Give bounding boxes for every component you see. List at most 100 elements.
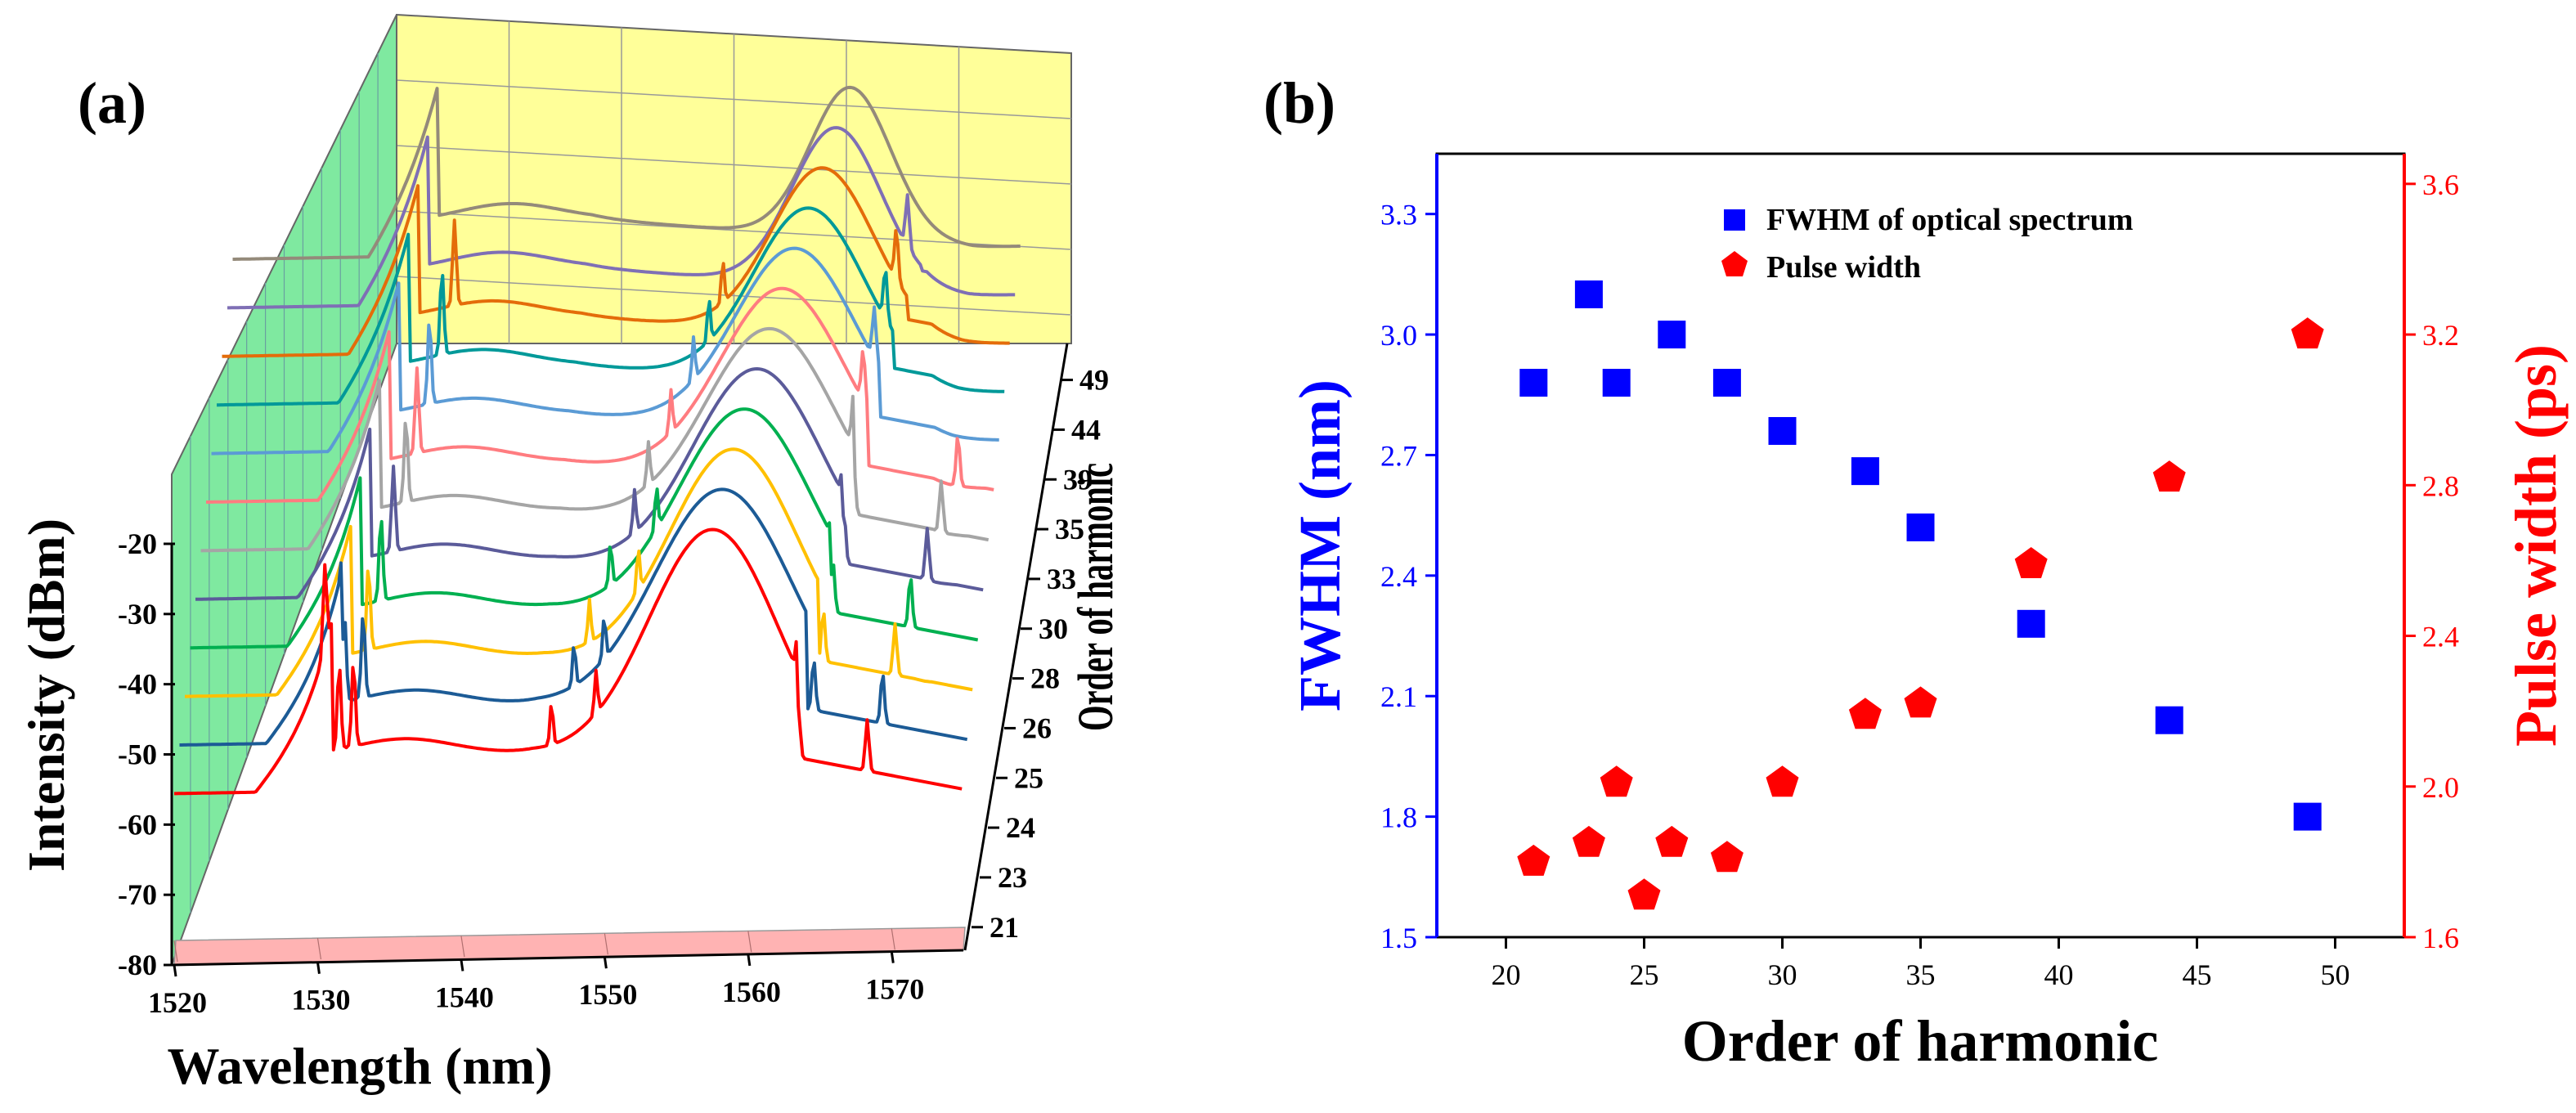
y-tick-label: -40 [118,668,157,701]
x-tick-label: 1520 [148,986,207,1019]
legend: FWHM of optical spectrum Pulse width [1721,203,2134,285]
right-y-tick-label: 2.8 [2422,469,2459,502]
pulse-width-point [2152,460,2186,492]
pulse-width-point [1904,686,1937,718]
pulse-width-point [1572,825,1605,857]
x-tick-label: 30 [1768,958,1797,991]
spectra-series-group [174,85,1021,796]
panel-label-a: (a) [78,70,146,136]
right-y-tick-label: 3.6 [2422,168,2459,201]
x-tick-mark [747,954,752,967]
left-y-tick-label: 1.8 [1380,801,1417,834]
y-tick-label: -50 [118,738,157,771]
z-tick-label: 35 [1055,513,1084,545]
left-y-tick-label: 2.7 [1380,439,1417,472]
pulse-width-point [1710,841,1744,873]
y-axis-title-intensity: Intensity (dBm) [17,518,75,872]
fwhm-point [1851,457,1879,486]
right-y-tick-label: 2.4 [2422,621,2459,653]
left-y-tick-label: 2.4 [1380,560,1417,593]
floor-grid-line [173,940,178,963]
back-grid-line [396,79,1072,119]
spectrum-line-39 [222,166,1010,358]
z-tick-label: 23 [998,861,1027,894]
pulse-width-point [1655,825,1689,857]
fwhm-point [1906,513,1935,541]
fwhm-point [1712,369,1741,397]
z-tick-label: 39 [1063,463,1093,496]
x-axis-title-order-of-harmonic: Order of harmonic [1682,1008,2159,1074]
z-tick-label: 44 [1071,413,1101,446]
x-tick-mark [316,962,321,974]
back-grid-line [396,145,1072,185]
z-axis-line [963,343,1069,951]
spectrum-line-21 [174,527,963,796]
spectrum-line-30 [206,286,994,504]
fwhm-point [2155,706,2183,734]
x-tick-label: 35 [1906,958,1936,991]
panel-b-points [1517,280,2324,910]
right-y-axis-title-pulse-width: Pulse width (ps) [2503,344,2569,747]
x-tick-mark [890,951,895,963]
panel-b-axes: 20 25 30 35 40 45 50 1.5 1.8 2.1 2.4 2.7 3.0 3.3 1.6 2.… [1380,168,2459,991]
spectrum-line-44 [227,126,1016,310]
spectrum-line-33 [211,246,999,456]
legend-fwhm-label: FWHM of optical spectrum [1766,203,2134,237]
floor [173,927,966,966]
fwhm-point [1768,416,1797,445]
left-y-tick-label: 2.1 [1380,680,1417,713]
x-axis-line [171,949,964,967]
floor-grid-line [316,937,322,960]
x-tick-label: 1560 [722,976,781,1008]
z-axis-title-order-of-harmonic: Order of harmonic [1069,463,1124,731]
x-tick-label: 1570 [865,973,924,1006]
left-y-axis-title-fwhm: FWHM (nm) [1287,379,1353,711]
pulse-width-point [1517,844,1551,876]
left-y-tick-label: 3.3 [1380,199,1417,231]
x-tick-label: 25 [1630,958,1659,991]
pulse-width-point [1600,765,1633,797]
x-tick-mark [603,956,608,969]
panel-b-scatter-chart: (b) 20 25 30 35 40 45 50 1.5 1.8 2.1 2.4 2.7 3.0 3.3 1… [1263,70,2569,1074]
fwhm-point [2017,609,2045,638]
x-tick-label: 20 [1492,958,1521,991]
pulse-width-point [1848,698,1882,729]
z-tick-label: 26 [1022,711,1052,744]
fwhm-point [1519,369,1548,397]
z-tick-label: 24 [1006,811,1035,844]
x-axis-title-wavelength: Wavelength (nm) [167,1037,552,1095]
x-tick-label: 1530 [291,984,350,1017]
z-tick-label: 33 [1047,563,1076,595]
x-tick-mark [460,959,464,972]
floor-grid-line [460,936,465,958]
x-tick-mark [173,964,177,977]
x-tick-label: 40 [2044,958,2074,991]
x-tick-label: 1550 [578,978,637,1011]
fwhm-point [1602,369,1631,397]
x-tick-label: 1540 [435,981,494,1013]
y-tick-label: -60 [118,808,157,841]
left-y-tick-label: 3.0 [1380,319,1417,352]
pulse-width-point [1627,878,1661,910]
floor-grid-line [891,928,895,950]
spectrum-line-28 [200,326,990,553]
spectrum-line-49 [232,85,1021,261]
back-grid-line [396,276,1072,316]
legend-pulse-width-marker [1721,251,1748,276]
panel-a-axes: -80 -70 -60 -50 -40 -30 -20 1520 1530 1540 1550 156… [118,343,1109,1019]
panel-a-waterfall-chart: (a) -80 -70 -60 -50 -40 -30 -20 1520 1530 1540 155… [17,13,1124,1095]
fwhm-point [2293,802,2322,831]
spectrum-line-23 [179,487,968,747]
floor-grid-line [604,933,608,955]
floor-grid-line [747,931,752,953]
y-tick-label: -80 [118,949,157,981]
right-y-tick-label: 2.0 [2422,771,2459,804]
z-tick-label: 21 [990,911,1019,944]
z-tick-label: 28 [1030,662,1060,695]
left-y-tick-label: 1.5 [1380,922,1417,954]
spectrum-line-35 [217,206,1005,407]
z-tick-label: 25 [1014,761,1043,794]
spectrum-line-26 [195,367,984,601]
x-tick-label: 45 [2183,958,2212,991]
